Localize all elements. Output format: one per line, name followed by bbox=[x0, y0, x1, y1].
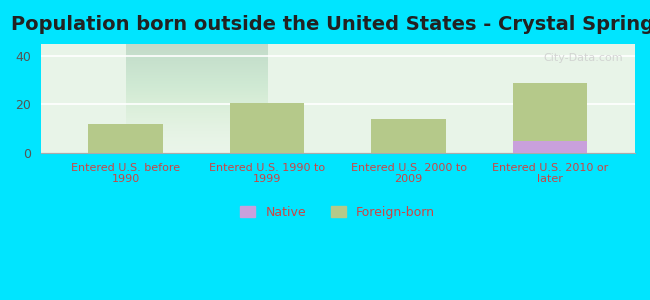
Bar bbox=[371, 119, 446, 153]
Title: Population born outside the United States - Crystal Springs: Population born outside the United State… bbox=[10, 15, 650, 34]
Bar bbox=[513, 83, 587, 153]
Text: City-Data.com: City-Data.com bbox=[543, 52, 623, 63]
Bar bbox=[230, 103, 304, 153]
Legend: Native, Foreign-born: Native, Foreign-born bbox=[235, 201, 440, 224]
Bar bbox=[88, 124, 162, 153]
Bar bbox=[513, 141, 587, 153]
